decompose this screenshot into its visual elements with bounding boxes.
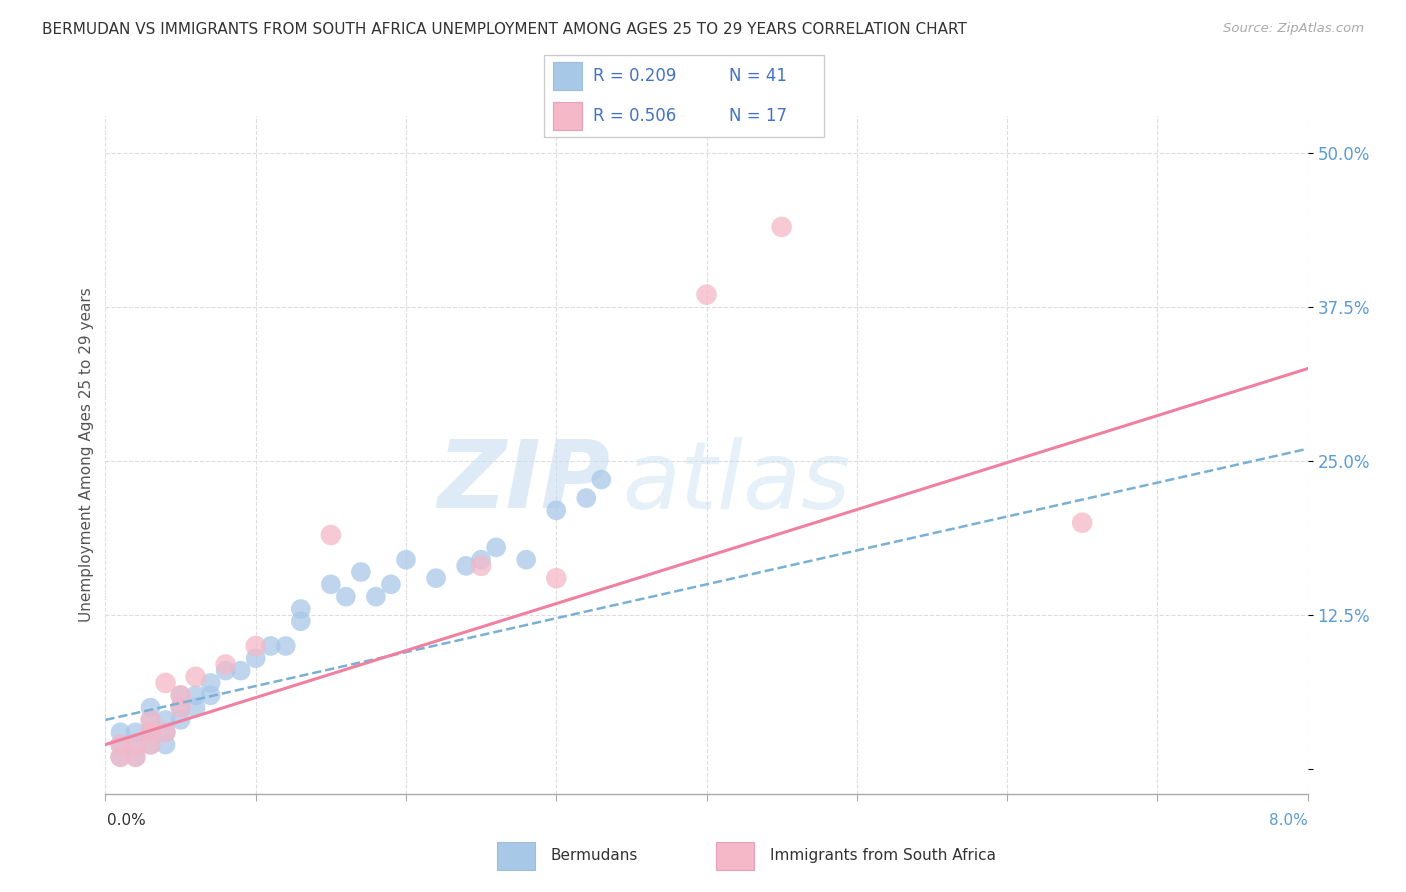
Point: [350, 565, 373, 579]
Point: [155, 738, 177, 752]
Point: [575, 491, 598, 505]
Point: [155, 713, 177, 727]
Point: [169, 713, 191, 727]
Point: [124, 750, 146, 764]
Point: [200, 676, 222, 690]
Point: [110, 750, 132, 764]
Point: [364, 590, 387, 604]
Point: [110, 738, 132, 752]
Point: [260, 639, 283, 653]
Point: [124, 738, 146, 752]
Text: N = 41: N = 41: [728, 67, 787, 85]
Point: [139, 738, 162, 752]
Point: [290, 602, 312, 616]
FancyBboxPatch shape: [544, 55, 824, 136]
Bar: [553, 62, 582, 90]
Point: [139, 725, 162, 739]
Text: Bermudans: Bermudans: [551, 848, 638, 863]
Point: [454, 558, 477, 573]
Text: 0.0%: 0.0%: [107, 814, 146, 828]
Point: [335, 590, 357, 604]
Point: [155, 676, 177, 690]
Point: [110, 738, 132, 752]
Point: [470, 552, 492, 566]
Point: [169, 700, 191, 714]
Text: ZIP: ZIP: [437, 436, 610, 528]
Point: [139, 700, 162, 714]
Point: [169, 688, 191, 702]
Point: [380, 577, 402, 591]
Point: [169, 700, 191, 714]
Point: [546, 503, 568, 517]
Text: BERMUDAN VS IMMIGRANTS FROM SOUTH AFRICA UNEMPLOYMENT AMONG AGES 25 TO 29 YEARS : BERMUDAN VS IMMIGRANTS FROM SOUTH AFRICA…: [42, 22, 967, 37]
Text: R = 0.506: R = 0.506: [593, 107, 676, 125]
Point: [290, 615, 312, 629]
Bar: [498, 842, 534, 870]
Point: [696, 287, 718, 301]
Point: [139, 738, 162, 752]
Point: [319, 577, 342, 591]
Point: [470, 558, 492, 573]
Point: [169, 688, 191, 702]
Point: [184, 688, 207, 702]
Point: [155, 725, 177, 739]
Point: [214, 664, 236, 678]
Bar: [553, 102, 582, 130]
Point: [1071, 516, 1094, 530]
Point: [515, 552, 537, 566]
Point: [274, 639, 297, 653]
Point: [229, 664, 252, 678]
Point: [184, 670, 207, 684]
Point: [546, 571, 568, 585]
Point: [200, 688, 222, 702]
Point: [245, 639, 267, 653]
Text: N = 17: N = 17: [728, 107, 787, 125]
Point: [139, 713, 162, 727]
Point: [425, 571, 447, 585]
Y-axis label: Unemployment Among Ages 25 to 29 years: Unemployment Among Ages 25 to 29 years: [79, 287, 94, 623]
Point: [319, 528, 342, 542]
Text: Source: ZipAtlas.com: Source: ZipAtlas.com: [1223, 22, 1364, 36]
Point: [124, 725, 146, 739]
Bar: [717, 842, 754, 870]
Point: [124, 750, 146, 764]
Point: [139, 725, 162, 739]
Point: [214, 657, 236, 672]
Text: R = 0.209: R = 0.209: [593, 67, 676, 85]
Point: [155, 725, 177, 739]
Point: [485, 541, 508, 555]
Point: [184, 700, 207, 714]
Point: [139, 713, 162, 727]
Text: atlas: atlas: [623, 436, 851, 527]
Text: Immigrants from South Africa: Immigrants from South Africa: [770, 848, 995, 863]
Point: [110, 750, 132, 764]
Text: 8.0%: 8.0%: [1268, 814, 1308, 828]
Point: [395, 552, 418, 566]
Point: [591, 473, 613, 487]
Point: [124, 738, 146, 752]
Point: [770, 219, 793, 234]
Point: [110, 725, 132, 739]
Point: [245, 651, 267, 665]
